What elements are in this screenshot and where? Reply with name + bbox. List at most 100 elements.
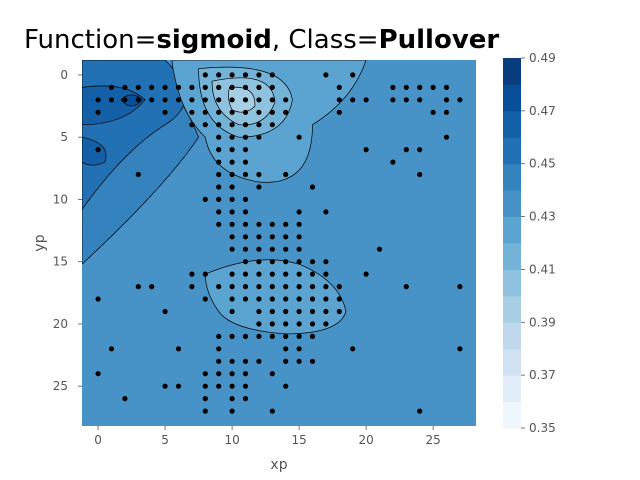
colorbar-segment <box>503 375 521 403</box>
data-point <box>189 109 195 115</box>
data-point <box>269 408 275 414</box>
data-point <box>296 209 302 215</box>
data-point <box>216 333 222 339</box>
data-point <box>256 308 262 315</box>
data-point <box>256 296 262 302</box>
data-point <box>202 271 208 277</box>
data-point <box>95 97 101 103</box>
x-axis-label: xp <box>270 457 287 473</box>
data-point <box>229 221 235 227</box>
data-point <box>202 72 208 78</box>
data-point <box>283 221 289 227</box>
data-point <box>175 84 182 90</box>
data-point <box>283 358 289 364</box>
data-point <box>283 346 289 352</box>
data-point <box>269 333 275 339</box>
data-point <box>336 109 342 115</box>
colorbar-segment <box>503 269 521 297</box>
data-point <box>149 97 155 103</box>
data-point <box>283 259 289 265</box>
data-point <box>323 72 329 78</box>
data-point <box>242 296 249 302</box>
data-point <box>269 221 275 227</box>
colorbar-tick-label: 0.39 <box>529 315 556 329</box>
data-point <box>229 171 235 178</box>
data-point <box>135 171 141 178</box>
data-point <box>309 284 316 290</box>
data-point <box>216 97 222 103</box>
data-point <box>283 308 289 315</box>
data-point <box>390 97 396 103</box>
data-point <box>175 346 182 352</box>
data-point <box>242 72 249 78</box>
data-point <box>122 84 128 90</box>
y-tick-label: 0 <box>60 68 68 82</box>
data-point <box>216 346 222 352</box>
data-point <box>350 72 356 78</box>
data-point <box>336 308 342 315</box>
data-point <box>242 196 249 202</box>
data-point <box>323 308 329 315</box>
colorbar-segment <box>503 110 521 138</box>
data-point <box>323 321 329 327</box>
data-point <box>269 109 275 115</box>
data-point <box>296 234 302 240</box>
colorbar-ticks: 0.35 0.37 0.39 0.41 0.43 0.45 0.47 0.49 <box>521 51 556 435</box>
data-point <box>229 134 235 140</box>
data-point <box>242 284 249 290</box>
data-point <box>189 84 195 90</box>
data-point <box>189 271 195 277</box>
data-point <box>443 134 450 140</box>
data-point <box>309 333 316 339</box>
data-point <box>95 147 101 153</box>
data-point <box>256 72 262 78</box>
colorbar-segment <box>503 137 521 165</box>
data-point <box>202 97 208 103</box>
data-point <box>336 97 342 103</box>
data-point <box>175 97 182 103</box>
data-point <box>242 84 249 90</box>
scatter-points-layer <box>95 72 463 414</box>
data-point <box>229 284 235 290</box>
data-point <box>256 271 262 277</box>
data-point <box>162 109 168 115</box>
data-point <box>269 321 275 327</box>
colorbar-tick-label: 0.37 <box>529 368 556 382</box>
data-point <box>269 97 275 103</box>
y-tick-label: 20 <box>53 317 68 331</box>
data-point <box>216 371 222 377</box>
data-point <box>229 122 235 128</box>
data-point <box>135 284 141 290</box>
data-point <box>269 122 275 128</box>
x-tick-label: 0 <box>94 433 102 447</box>
colorbar-segment <box>503 216 521 244</box>
data-point <box>242 396 249 402</box>
data-point <box>417 97 423 103</box>
x-tick-label: 5 <box>161 433 169 447</box>
data-point <box>108 97 115 103</box>
colorbar <box>503 58 521 429</box>
y-tick-label: 15 <box>53 255 68 269</box>
data-point <box>242 134 249 140</box>
data-point <box>242 383 249 389</box>
data-point <box>430 109 436 115</box>
data-point <box>256 259 262 265</box>
colorbar-tick-label: 0.41 <box>529 262 556 276</box>
data-point <box>242 333 249 339</box>
data-point <box>216 159 222 165</box>
data-point <box>242 234 249 240</box>
data-point <box>403 84 409 90</box>
data-point <box>376 246 383 252</box>
x-tick-label: 15 <box>291 433 306 447</box>
data-point <box>242 122 249 128</box>
data-point <box>336 296 342 302</box>
data-point <box>242 159 249 165</box>
data-point <box>256 284 262 290</box>
data-point <box>242 171 249 178</box>
data-point <box>216 221 222 227</box>
data-point <box>135 97 141 103</box>
data-point <box>229 271 235 277</box>
data-point <box>443 84 450 90</box>
data-point <box>283 234 289 240</box>
data-point <box>309 358 316 364</box>
